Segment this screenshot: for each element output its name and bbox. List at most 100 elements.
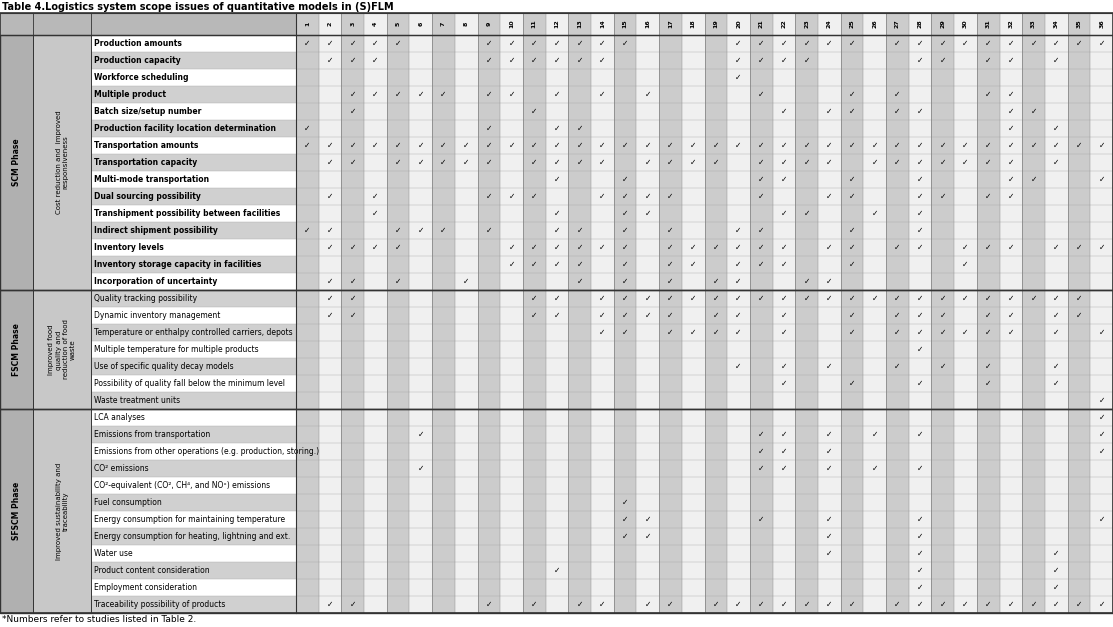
- Text: ✓: ✓: [804, 56, 810, 65]
- Text: 29: 29: [940, 19, 945, 28]
- Text: ✓: ✓: [849, 328, 855, 337]
- Bar: [91, 545, 296, 562]
- Text: 36: 36: [1100, 19, 1104, 28]
- Text: CO²-equivalent (CO², CH⁴, and NOˣ) emissions: CO²-equivalent (CO², CH⁴, and NOˣ) emiss…: [93, 481, 270, 490]
- Text: ✓: ✓: [871, 209, 878, 218]
- Text: ✓: ✓: [1007, 311, 1014, 320]
- Text: ✓: ✓: [327, 277, 333, 286]
- Text: ✓: ✓: [668, 226, 673, 235]
- Text: ✓: ✓: [622, 209, 628, 218]
- Bar: [91, 477, 296, 494]
- Text: ✓: ✓: [668, 192, 673, 201]
- Text: ✓: ✓: [622, 243, 628, 252]
- Text: ✓: ✓: [712, 141, 719, 150]
- Text: ✓: ✓: [1031, 39, 1036, 48]
- Text: ✓: ✓: [985, 192, 992, 201]
- Text: ✓: ✓: [985, 311, 992, 320]
- Text: ✓: ✓: [509, 243, 515, 252]
- Text: ✓: ✓: [894, 90, 900, 99]
- Text: ✓: ✓: [509, 39, 515, 48]
- Text: ✓: ✓: [917, 141, 924, 150]
- Bar: [364, 13, 387, 613]
- Text: ✓: ✓: [463, 141, 470, 150]
- Text: ✓: ✓: [736, 294, 741, 303]
- Text: Transportation amounts: Transportation amounts: [93, 141, 198, 150]
- Text: ✓: ✓: [758, 158, 765, 167]
- Text: ✓: ✓: [1031, 107, 1036, 116]
- Bar: [91, 35, 296, 52]
- Text: ✓: ✓: [554, 260, 560, 269]
- Text: Multiple product: Multiple product: [93, 90, 166, 99]
- Text: ✓: ✓: [531, 192, 538, 201]
- Text: ✓: ✓: [917, 532, 924, 541]
- Bar: [637, 13, 659, 613]
- Text: ✓: ✓: [349, 90, 356, 99]
- Text: ✓: ✓: [531, 107, 538, 116]
- Text: Energy consumption for heating, lightning and ext.: Energy consumption for heating, lightnin…: [93, 532, 290, 541]
- Text: ✓: ✓: [736, 600, 741, 609]
- Text: ✓: ✓: [849, 90, 855, 99]
- Text: ✓: ✓: [644, 294, 651, 303]
- Bar: [886, 13, 908, 613]
- Text: ✓: ✓: [485, 192, 492, 201]
- Text: 8: 8: [464, 22, 469, 26]
- Bar: [1045, 13, 1067, 613]
- Text: ✓: ✓: [758, 260, 765, 269]
- Text: 27: 27: [895, 19, 900, 28]
- Text: ✓: ✓: [826, 107, 833, 116]
- Text: ✓: ✓: [531, 600, 538, 609]
- Text: Employment consideration: Employment consideration: [93, 583, 197, 592]
- Text: Inventory storage capacity in facilities: Inventory storage capacity in facilities: [93, 260, 262, 269]
- Bar: [1091, 13, 1113, 613]
- Text: Temperature or enthalpy controlled carriers, depots: Temperature or enthalpy controlled carri…: [93, 328, 293, 337]
- Bar: [91, 596, 296, 613]
- Text: ✓: ✓: [780, 175, 787, 184]
- Text: ✓: ✓: [871, 294, 878, 303]
- Text: ✓: ✓: [1099, 328, 1105, 337]
- Text: ✓: ✓: [917, 158, 924, 167]
- Text: ✓: ✓: [758, 39, 765, 48]
- Text: ✓: ✓: [804, 39, 810, 48]
- Text: ✓: ✓: [668, 277, 673, 286]
- Text: ✓: ✓: [554, 124, 560, 133]
- Text: ✓: ✓: [690, 294, 697, 303]
- Text: ✓: ✓: [917, 549, 924, 558]
- Bar: [91, 273, 296, 290]
- Text: ✓: ✓: [917, 39, 924, 48]
- Text: 7: 7: [441, 22, 446, 26]
- Bar: [33, 290, 91, 409]
- Text: Emissions from transportation: Emissions from transportation: [93, 430, 210, 439]
- Text: SFSCM Phase: SFSCM Phase: [12, 482, 21, 540]
- Text: ✓: ✓: [1076, 39, 1082, 48]
- Text: Possibility of quality fall below the minimum level: Possibility of quality fall below the mi…: [93, 379, 285, 388]
- Text: ✓: ✓: [804, 141, 810, 150]
- Text: ✓: ✓: [849, 39, 855, 48]
- Text: ✓: ✓: [509, 192, 515, 201]
- Text: ✓: ✓: [849, 260, 855, 269]
- Text: ✓: ✓: [395, 226, 402, 235]
- Text: ✓: ✓: [644, 311, 651, 320]
- Text: ✓: ✓: [736, 141, 741, 150]
- Text: ✓: ✓: [395, 90, 402, 99]
- Text: ✓: ✓: [599, 328, 605, 337]
- Bar: [91, 154, 296, 171]
- Text: ✓: ✓: [622, 277, 628, 286]
- Text: ✓: ✓: [804, 277, 810, 286]
- Text: ✓: ✓: [531, 243, 538, 252]
- Text: ✓: ✓: [758, 192, 765, 201]
- Text: ✓: ✓: [1007, 192, 1014, 201]
- Text: ✓: ✓: [644, 515, 651, 524]
- Text: ✓: ✓: [554, 56, 560, 65]
- Text: ✓: ✓: [917, 226, 924, 235]
- Text: ✓: ✓: [736, 328, 741, 337]
- Text: ✓: ✓: [644, 158, 651, 167]
- Text: ✓: ✓: [599, 311, 605, 320]
- Text: Improved food
quality and 
reduction of food
waste: Improved food quality and reduction of f…: [49, 320, 76, 379]
- Bar: [91, 562, 296, 579]
- Text: ✓: ✓: [917, 379, 924, 388]
- Text: ✓: ✓: [712, 158, 719, 167]
- Text: ✓: ✓: [917, 515, 924, 524]
- Text: ✓: ✓: [1053, 124, 1060, 133]
- Text: ✓: ✓: [1099, 430, 1105, 439]
- Bar: [91, 341, 296, 358]
